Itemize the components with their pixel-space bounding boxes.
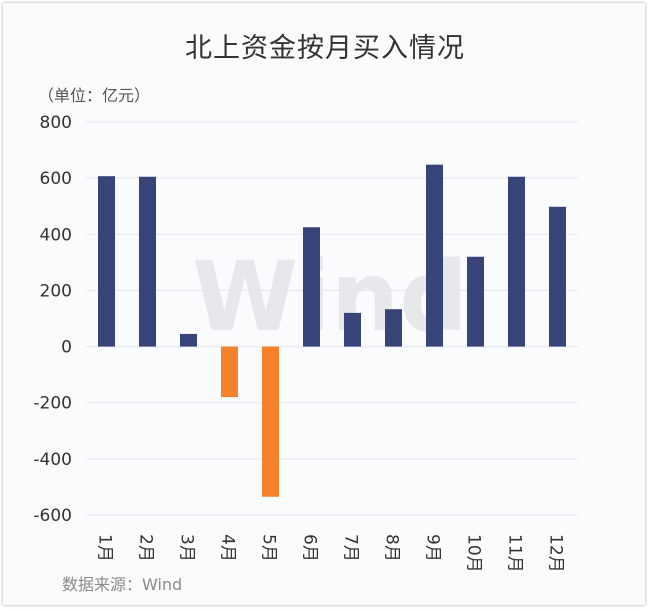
bar <box>221 346 238 398</box>
bar <box>426 164 443 347</box>
y-tick-label: -400 <box>33 450 72 470</box>
x-tick-label: 12月 <box>546 534 566 573</box>
x-axis-ticks: 1月 2月 3月 4月 5月 6月 7月 8月 9月 10月 11月 12月 <box>95 534 566 573</box>
y-tick-label: -600 <box>33 506 72 526</box>
y-axis-ticks: 800 600 400 200 0 -200 -400 -600 <box>33 113 72 526</box>
x-tick-label: 10月 <box>464 534 484 573</box>
chart-title: 北上资金按月买入情况 <box>185 33 465 64</box>
bar <box>467 256 484 347</box>
y-tick-label: -200 <box>33 394 72 414</box>
bars <box>98 164 566 497</box>
bar <box>385 309 402 347</box>
unit-note: （单位：亿元） <box>38 86 151 105</box>
x-tick-label: 8月 <box>382 534 402 562</box>
bar <box>303 227 320 347</box>
x-tick-label: 6月 <box>300 534 320 562</box>
x-tick-label: 3月 <box>177 534 197 562</box>
y-tick-label: 400 <box>40 225 72 245</box>
x-tick-label: 2月 <box>136 534 156 562</box>
source-note: 数据来源：Wind <box>62 575 183 594</box>
bar <box>344 312 361 347</box>
bar <box>180 333 197 347</box>
bar <box>139 176 156 347</box>
x-tick-label: 7月 <box>341 534 361 562</box>
x-tick-label: 4月 <box>218 534 238 562</box>
y-tick-label: 0 <box>61 338 72 358</box>
y-tick-label: 600 <box>40 169 72 189</box>
bar <box>508 176 525 347</box>
bar <box>98 176 115 347</box>
x-tick-label: 5月 <box>259 534 279 562</box>
x-tick-label: 11月 <box>505 534 525 573</box>
bar <box>262 346 279 497</box>
watermark-layer: Wind <box>192 241 468 353</box>
x-tick-label: 1月 <box>95 534 115 562</box>
gridlines <box>86 121 578 516</box>
watermark-text: Wind <box>192 241 468 353</box>
y-tick-label: 200 <box>40 281 72 301</box>
y-tick-label: 800 <box>40 113 72 133</box>
x-tick-label: 9月 <box>423 534 443 562</box>
bar <box>549 206 566 347</box>
